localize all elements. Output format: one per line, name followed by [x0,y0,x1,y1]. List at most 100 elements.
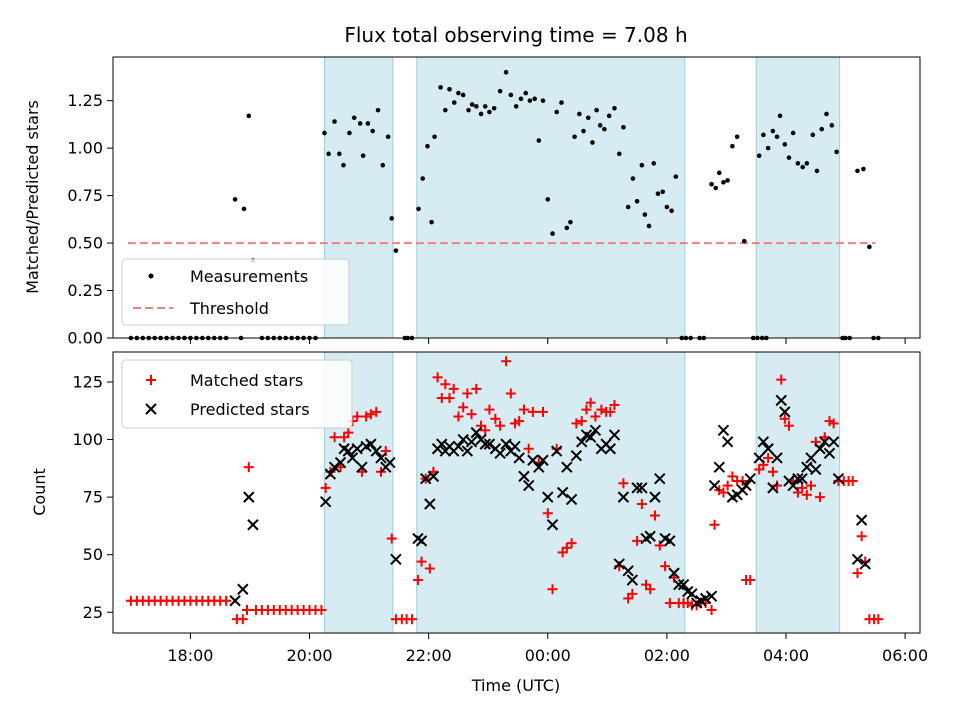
matched-point [709,519,720,530]
measurement-point [550,231,555,236]
matched-point [706,604,717,615]
measurement-point [513,104,519,109]
matched-point [484,404,495,415]
predicted-point [427,470,440,483]
measurement-point [337,151,342,157]
measurement-point [581,128,586,134]
predicted-point [365,438,377,450]
measurement-point [420,176,425,181]
matched-point [632,535,643,546]
measurement-point [466,107,471,113]
shaded-interval [755,56,841,339]
x-tick-label: 00:00 [525,646,571,665]
x-tick-label: 06:00 [882,646,928,665]
measurement-point [590,140,595,145]
matched-point [664,598,675,609]
measurement-point [814,168,820,174]
measurement-point [621,124,626,130]
measurement-point [326,151,331,157]
predicted-point [436,438,448,450]
top-y-axis-label: Matched/Predicted stars [23,100,42,294]
predicted-point [542,491,554,503]
predicted-point [851,553,864,566]
matched-point [779,413,790,424]
matched-point [873,614,884,625]
measurement-point [572,134,577,140]
matched-point [767,466,778,477]
matched-point [547,584,558,595]
predicted-point [673,578,685,591]
measurement-point [365,121,371,126]
chart-title: Flux total observing time = 7.08 h [344,23,687,47]
predicted-point [470,426,483,439]
predicted-point [823,447,836,460]
matched-point [343,427,354,438]
x-tick-label: 02:00 [644,646,690,665]
matched-point [605,406,616,417]
measurement-point [804,161,810,166]
matched-point [596,404,607,415]
legend-predicted-label: Predicted stars [190,400,310,419]
y-tick-label: 0.25 [67,281,103,300]
measurement-point [786,155,792,160]
matched-point [776,374,787,385]
bottom-y-axis-label: Count [30,468,49,516]
shaded-interval [323,351,394,634]
matched-point [828,418,839,429]
predicted-point [686,588,698,600]
matched-point [660,561,671,572]
predicted-point [584,431,597,443]
top-legend: Measurements Threshold [121,258,350,326]
predicted-point [626,574,639,586]
measurement-point [795,161,801,166]
matched-point [801,489,812,500]
predicted-point [644,530,656,542]
predicted-point [556,486,569,499]
predicted-point [576,436,588,448]
predicted-point [636,482,648,494]
predicted-point [424,498,436,510]
measurement-point [473,104,479,109]
y-tick-label: 25 [83,603,103,622]
predicted-point [622,565,634,577]
predicted-point [810,463,822,476]
measurement-point [564,225,570,231]
predicted-point [419,472,432,485]
measurement-point [639,162,645,168]
legend-threshold-label: Threshold [189,299,269,318]
measurement-point [625,204,631,210]
matched-point [453,411,464,422]
measurement-point [673,174,679,179]
matched-point [722,480,733,491]
matched-point [471,383,482,394]
measurement-point [532,96,537,102]
predicted-point [509,440,521,453]
predicted-point [801,461,813,473]
measurement-point [389,216,395,221]
matched-point [462,388,473,399]
measurement-point [756,153,762,159]
y-tick-label: 0.00 [67,329,103,348]
matched-point [386,533,397,544]
y-tick-label: 1.00 [67,139,103,158]
matched-point [320,482,331,493]
predicted-point [465,436,478,448]
predicted-point [589,424,602,437]
predicted-point [342,445,354,457]
predicted-point [792,472,804,485]
predicted-point [779,406,791,418]
predicted-point [705,590,718,602]
matched-point [518,404,529,415]
predicted-point [757,436,770,448]
predicted-point [384,456,396,469]
measurement-point [438,85,443,90]
y-tick-label: 75 [83,488,103,507]
measurement-point [630,176,636,181]
matched-point [514,416,525,427]
measurement-point [347,130,352,136]
predicted-point [523,479,535,492]
legend-predicted-marker [145,403,157,415]
matched-point [797,482,808,493]
predicted-point [617,491,630,503]
